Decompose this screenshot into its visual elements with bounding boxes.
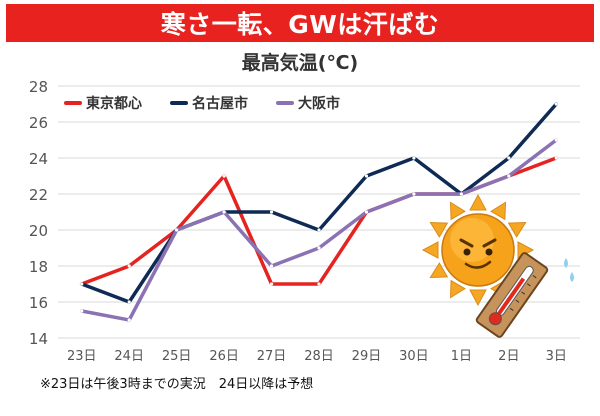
y-tick-label: 28	[29, 78, 48, 96]
data-point	[127, 264, 131, 268]
x-tick-label: 1日	[451, 349, 472, 364]
data-point	[412, 192, 416, 196]
y-tick-label: 18	[29, 258, 48, 276]
x-tick-label: 3日	[546, 349, 567, 364]
legend-label: 名古屋市	[192, 95, 248, 112]
y-tick-label: 26	[29, 114, 48, 132]
x-tick-label: 26日	[209, 349, 239, 364]
data-point	[364, 174, 369, 178]
footnote: ※23日は午後3時までの実況 24日以降は予想	[40, 377, 314, 392]
data-point	[127, 300, 131, 304]
data-point	[175, 228, 179, 232]
data-point	[554, 138, 558, 142]
data-point	[269, 210, 274, 214]
headline-banner: 寒さ一転、GWは汗ばむ	[6, 4, 594, 42]
y-tick-label: 14	[29, 330, 48, 348]
data-point	[269, 264, 274, 268]
y-tick-label: 22	[29, 186, 48, 204]
data-point	[317, 246, 321, 250]
data-point	[507, 156, 511, 160]
legend-label: 東京都心	[86, 95, 142, 112]
data-point	[127, 318, 131, 322]
data-point	[222, 174, 226, 178]
chart-title: 最高気温(℃)	[241, 52, 359, 74]
data-point	[459, 192, 463, 196]
thermometer-icon	[475, 252, 549, 338]
x-tick-label: 24日	[114, 349, 144, 364]
x-tick-label: 30日	[399, 349, 429, 364]
x-tick-label: 28日	[304, 349, 334, 364]
data-point	[364, 210, 369, 214]
x-axis-ticks: 23日 24日 25日 26日 27日 28日 29日 30日 1日 2日 3日	[67, 349, 567, 364]
data-point	[412, 156, 416, 160]
y-axis-ticks: 14 16 18 20 22 24 26 28	[29, 78, 48, 348]
data-point	[80, 282, 84, 286]
x-tick-label: 27日	[257, 349, 287, 364]
headline-text: 寒さ一転、GWは汗ばむ	[160, 10, 440, 39]
data-point	[554, 156, 558, 160]
sweat-drop-icon	[564, 258, 574, 282]
x-tick-label: 2日	[498, 349, 519, 364]
x-tick-label: 25日	[162, 349, 192, 364]
y-tick-label: 16	[29, 294, 48, 312]
data-point	[317, 228, 321, 232]
legend: 東京都心 名古屋市 大阪市	[64, 95, 340, 112]
data-point	[269, 282, 274, 286]
x-tick-label: 23日	[67, 349, 97, 364]
data-point	[80, 309, 84, 313]
data-point	[317, 282, 321, 286]
legend-label: 大阪市	[298, 95, 340, 112]
y-tick-label: 24	[29, 150, 48, 168]
x-tick-label: 29日	[352, 349, 382, 364]
data-point	[554, 102, 558, 106]
data-point	[507, 174, 511, 178]
y-tick-label: 20	[29, 222, 48, 240]
data-point	[222, 210, 226, 214]
series-lines	[79, 102, 559, 322]
